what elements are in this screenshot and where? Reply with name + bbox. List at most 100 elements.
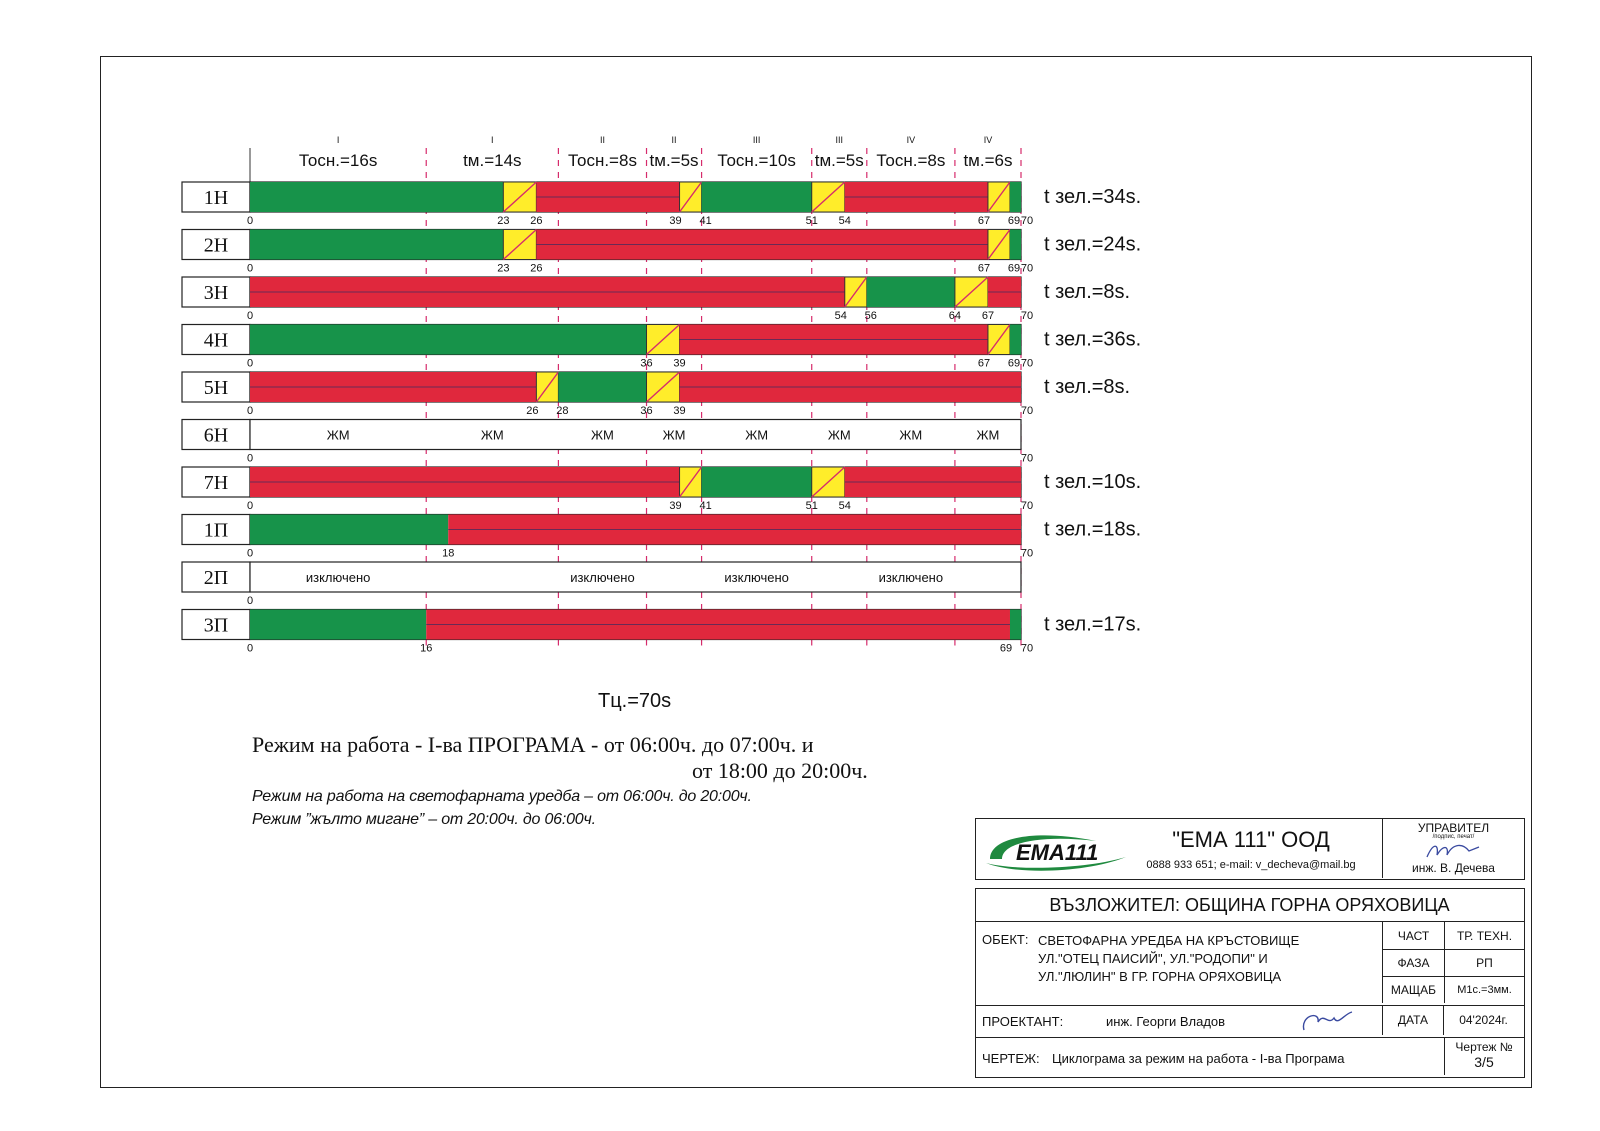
row-8-tick-2: 18: [442, 548, 454, 560]
row-1-tick-5: 41: [699, 215, 711, 227]
row-6-bar-frame: [249, 418, 1022, 451]
row-4-green-time: t зел.=36s.: [1044, 329, 1141, 351]
sheet-cell: Чертеж № 3/5: [1444, 1038, 1523, 1075]
row-4-tick-3: 39: [673, 358, 685, 370]
row-6-name: 6Н: [204, 425, 228, 447]
designer-signature: [1302, 1011, 1353, 1031]
phase-roman-5: III: [753, 135, 761, 145]
object-line-1: СВЕТОФАРНА УРЕДБА НА КРЪСТОВИЩЕ: [1038, 933, 1300, 948]
designer-label: ПРОЕКТАНТ:: [982, 1014, 1064, 1029]
row-6-mode-4: ЖМ: [663, 428, 686, 443]
row-9-mode-3: изключено: [724, 570, 789, 585]
row-4-segment-5-green: [1009, 324, 1021, 355]
row-2-segment-5-green: [1009, 229, 1021, 260]
row-5-tick-3: 28: [556, 405, 568, 417]
row-4-name-box: [181, 323, 251, 356]
row-8-name: 1П: [204, 520, 228, 542]
title-company-box: ЕМА111 "ЕМА 111" ООД 0888 933 651; e-mai…: [975, 818, 1525, 880]
row-1-tick-10: 70: [1021, 215, 1033, 227]
row-2-transition-slash-4: [987, 229, 1011, 260]
row-2-segment-1-green: [250, 229, 504, 260]
client-name: ВЪЗЛОЖИТЕЛ: ОБЩИНА ГОРНА ОРЯХОВИЦА: [1049, 895, 1450, 915]
row-1-tick-7: 54: [839, 215, 851, 227]
row-7-segment-3-green: [701, 467, 812, 497]
row-10-name: 3П: [204, 615, 228, 637]
row-10-tick-1: 0: [247, 643, 253, 655]
row-3-segment-3-green: [866, 277, 955, 307]
phase-label-6: tм.=5s: [815, 151, 864, 170]
sheet-label: Чертеж №: [1455, 1040, 1513, 1054]
row-2-tick-2: 23: [497, 263, 509, 275]
row-3-tick-1: 0: [247, 310, 253, 322]
row-10-segment-3-green: [1009, 609, 1021, 640]
row-7-tick-2: 39: [669, 500, 681, 512]
row-5-segment-3-green: [558, 372, 647, 402]
row-7-transition-slash-2: [678, 466, 703, 498]
object-description: СВЕТОФАРНА УРЕДБА НА КРЪСТОВИЩЕ УЛ."ОТЕЦ…: [1038, 932, 1358, 986]
row-2-transition-slash-2: [502, 228, 537, 261]
row-3-tick-5: 67: [982, 310, 994, 322]
phase-roman-7: IV: [907, 135, 916, 145]
row-9-bar-frame: [249, 561, 1022, 593]
row-4-tick-6: 70: [1021, 358, 1033, 370]
row-4-transition-slash-2: [646, 323, 681, 356]
phase-label-5: Тосн.=10s: [717, 151, 795, 170]
row-4-transition-slash-4: [987, 324, 1011, 355]
row-6-mode-7: ЖМ: [899, 428, 922, 443]
row-4-tick-5: 69: [1008, 358, 1020, 370]
row-5-tick-4: 36: [640, 405, 652, 417]
phase-roman-8: IV: [984, 135, 993, 145]
scale-label: МАЩАБ: [1383, 977, 1445, 1003]
row-3-tick-4: 64: [949, 310, 961, 322]
row-1-tick-9: 69: [1008, 215, 1020, 227]
phase-roman-4: II: [672, 135, 677, 145]
client-box: ВЪЗЛОЖИТЕЛ: ОБЩИНА ГОРНА ОРЯХОВИЦА: [975, 888, 1525, 922]
scale-value: М1с.=3мм.: [1457, 984, 1512, 996]
row-3-transition-slash-2: [844, 276, 868, 308]
phase-roman-1: I: [337, 135, 340, 145]
row-5-green-time: t зел.=8s.: [1044, 376, 1130, 398]
row-1-name-box: [181, 181, 251, 213]
manager-name: инж. В. Дечева: [1412, 861, 1495, 875]
row-5-tick-2: 26: [526, 405, 538, 417]
row-1-tick-6: 51: [806, 215, 818, 227]
row-3-tick-6: 70: [1021, 310, 1033, 322]
row-8-segment-1-green: [250, 514, 449, 545]
row-2-tick-3: 26: [530, 263, 542, 275]
row-8-tick-1: 0: [247, 548, 253, 560]
row-5-name-box: [181, 371, 251, 403]
row-5-tick-1: 0: [247, 405, 253, 417]
row-2-name: 2Н: [204, 235, 228, 257]
row-2-tick-5: 69: [1008, 263, 1020, 275]
row-6-mode-2: ЖМ: [481, 428, 504, 443]
row-7-name: 7Н: [204, 472, 228, 494]
mode-line-1: Режим на работа - I-ва ПРОГРАМА - от 06:…: [252, 732, 814, 757]
row-3-name: 3Н: [204, 282, 228, 304]
row-4-name: 4Н: [204, 330, 228, 352]
object-line-2: УЛ."ОТЕЦ ПАИСИЙ", УЛ."РОДОПИ" И: [1038, 951, 1268, 966]
row-9-tick-1: 0: [247, 595, 253, 607]
row-9-name: 2П: [204, 567, 228, 589]
row-6-mode-6: ЖМ: [828, 428, 851, 443]
mode-line-2: от 18:00 до 20:00ч.: [692, 758, 868, 783]
row-10-name-box: [181, 608, 251, 641]
company-contacts: 0888 933 651; e-mail: v_decheva@mail.bg: [1146, 859, 1356, 871]
row-3-transition-slash-4: [954, 276, 989, 308]
row-4-tick-1: 0: [247, 358, 253, 370]
row-2-tick-4: 67: [978, 263, 990, 275]
row-3-tick-3: 56: [865, 310, 877, 322]
row-10-segment-1-green: [250, 609, 427, 640]
row-7-tick-1: 0: [247, 500, 253, 512]
company-logo: ЕМА111: [976, 819, 1136, 878]
row-6-tick-2: 70: [1021, 453, 1033, 465]
row-1-green-time: t зел.=34s.: [1044, 186, 1141, 208]
phase-roman-2: I: [491, 135, 494, 145]
row-7-transition-slash-4: [811, 466, 846, 498]
row-1-segment-1-green: [250, 182, 504, 212]
phase-value: РП: [1445, 950, 1524, 977]
row-6-tick-1: 0: [247, 453, 253, 465]
row-1-tick-3: 26: [530, 215, 542, 227]
phase-label-4: tм.=5s: [650, 151, 699, 170]
phase-roman-3: II: [600, 135, 605, 145]
cyclogram-chart: I Тосн.=16s Itм.=14s II Тосн.=8s II tм.=5s III Т…: [181, 135, 1141, 655]
